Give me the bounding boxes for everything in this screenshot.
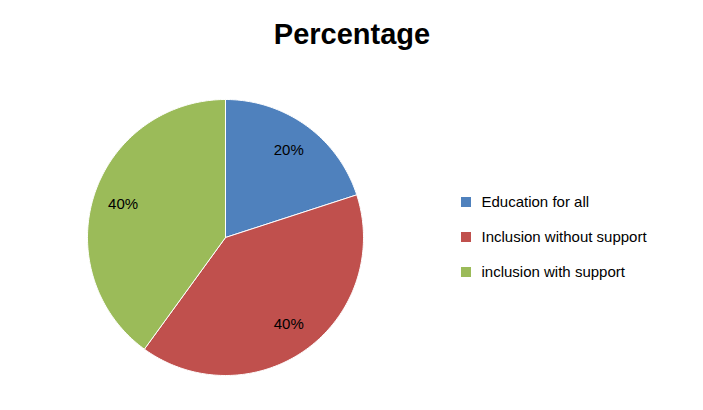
svg-text:40%: 40% (108, 195, 138, 212)
svg-text:Inclusion without support: Inclusion without support (482, 228, 648, 245)
svg-text:inclusion with support: inclusion with support (482, 263, 626, 280)
svg-text:40%: 40% (274, 315, 304, 332)
svg-text:20%: 20% (274, 141, 304, 158)
svg-text:Percentage: Percentage (274, 18, 430, 50)
svg-text:Education for all: Education for all (482, 193, 590, 210)
